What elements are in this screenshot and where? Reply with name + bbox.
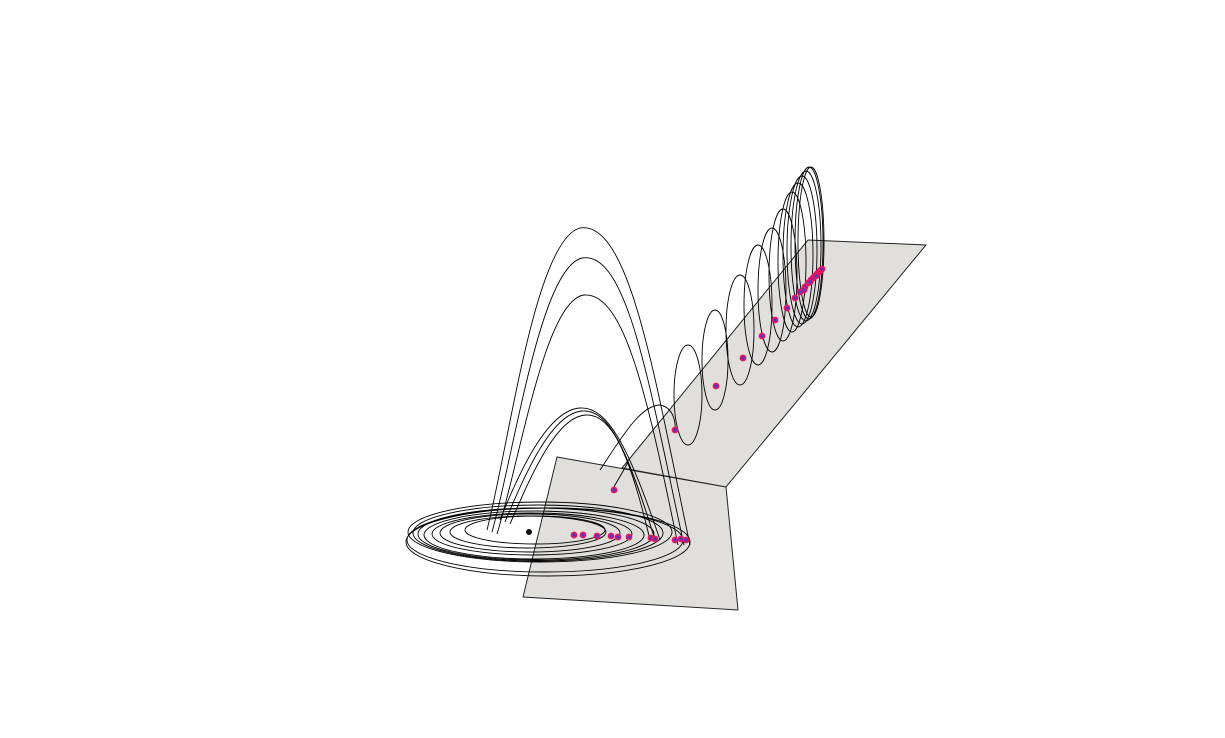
spiral-orbit-10 bbox=[464, 515, 606, 545]
connector-1 bbox=[599, 404, 676, 471]
arch-1 bbox=[486, 227, 691, 546]
crossing-point-21 bbox=[806, 278, 814, 286]
loop-orbit-12 bbox=[797, 166, 825, 318]
crossing-point-inner bbox=[673, 538, 677, 542]
crossing-point-inner bbox=[609, 534, 613, 538]
crossing-point-32 bbox=[671, 536, 679, 544]
crossing-point-inner bbox=[798, 290, 802, 294]
crossing-point-3 bbox=[739, 354, 747, 362]
crossing-point-inner bbox=[793, 296, 797, 300]
crossing-point-inner bbox=[808, 280, 812, 284]
crossing-point-inner bbox=[714, 384, 718, 388]
arch-4 bbox=[499, 407, 661, 541]
crossing-point-inner bbox=[760, 334, 764, 338]
crossing-point-24 bbox=[570, 531, 578, 539]
crossing-point-34 bbox=[682, 536, 690, 544]
arch-2 bbox=[491, 257, 685, 546]
crossing-point-inner bbox=[627, 535, 631, 539]
loop-orbit-1 bbox=[673, 344, 703, 446]
crossing-point-5 bbox=[771, 316, 779, 324]
crossing-point-29 bbox=[625, 533, 633, 541]
crossing-point-4 bbox=[758, 332, 766, 340]
arch-5 bbox=[504, 410, 656, 541]
crossing-point-inner bbox=[581, 533, 585, 537]
equilibrium-point bbox=[526, 529, 532, 535]
crossing-point-2 bbox=[712, 382, 720, 390]
crossing-point-1 bbox=[671, 426, 679, 434]
crossing-point-inner bbox=[785, 306, 789, 310]
loop-orbit-7 bbox=[777, 191, 807, 333]
spiral-orbit-2 bbox=[412, 504, 664, 562]
loop-orbit-10 bbox=[790, 170, 822, 322]
crossing-point-inner bbox=[653, 537, 657, 541]
loop-orbit-11 bbox=[794, 166, 824, 320]
crossing-point-inner bbox=[572, 533, 576, 537]
crossing-point-inner bbox=[802, 288, 806, 292]
spiral-orbit-1 bbox=[407, 501, 673, 563]
loop-orbit-5 bbox=[757, 227, 787, 353]
crossing-point-inner bbox=[612, 488, 616, 492]
crossing-point-26 bbox=[593, 532, 601, 540]
spiral-orbit-6 bbox=[439, 513, 621, 553]
crossing-point-25 bbox=[579, 531, 587, 539]
crossing-point-inner bbox=[741, 356, 745, 360]
crossing-point-inner bbox=[814, 274, 818, 278]
arch-3 bbox=[496, 294, 679, 546]
section-plane-long bbox=[621, 239, 928, 488]
crossing-point-6 bbox=[783, 304, 791, 312]
crossing-point-31 bbox=[651, 535, 659, 543]
crossing-point-inner bbox=[616, 535, 620, 539]
crossing-point-23 bbox=[610, 486, 618, 494]
spiral-orbit-5 bbox=[431, 512, 633, 556]
crossing-point-inner bbox=[595, 534, 599, 538]
crossing-point-inner bbox=[684, 538, 688, 542]
plane-loops bbox=[673, 166, 825, 446]
crossing-point-inner bbox=[773, 318, 777, 322]
loop-orbit-4 bbox=[743, 244, 773, 366]
crossing-point-19 bbox=[818, 265, 826, 273]
crossing-point-inner bbox=[820, 267, 824, 271]
crossing-point-inner bbox=[673, 428, 677, 432]
crossing-points bbox=[570, 265, 826, 544]
crossing-point-27 bbox=[607, 532, 615, 540]
crossing-point-22 bbox=[800, 286, 808, 294]
crossing-point-28 bbox=[614, 533, 622, 541]
crossing-point-inner bbox=[679, 537, 683, 541]
arch-6 bbox=[509, 414, 651, 541]
spiral-orbit-4 bbox=[423, 510, 645, 560]
loop-orbit-3 bbox=[725, 274, 755, 386]
spiral-orbit-9 bbox=[405, 507, 691, 577]
crossing-point-20 bbox=[812, 272, 820, 280]
large-arches bbox=[486, 227, 691, 546]
crossing-point-7 bbox=[791, 294, 799, 302]
